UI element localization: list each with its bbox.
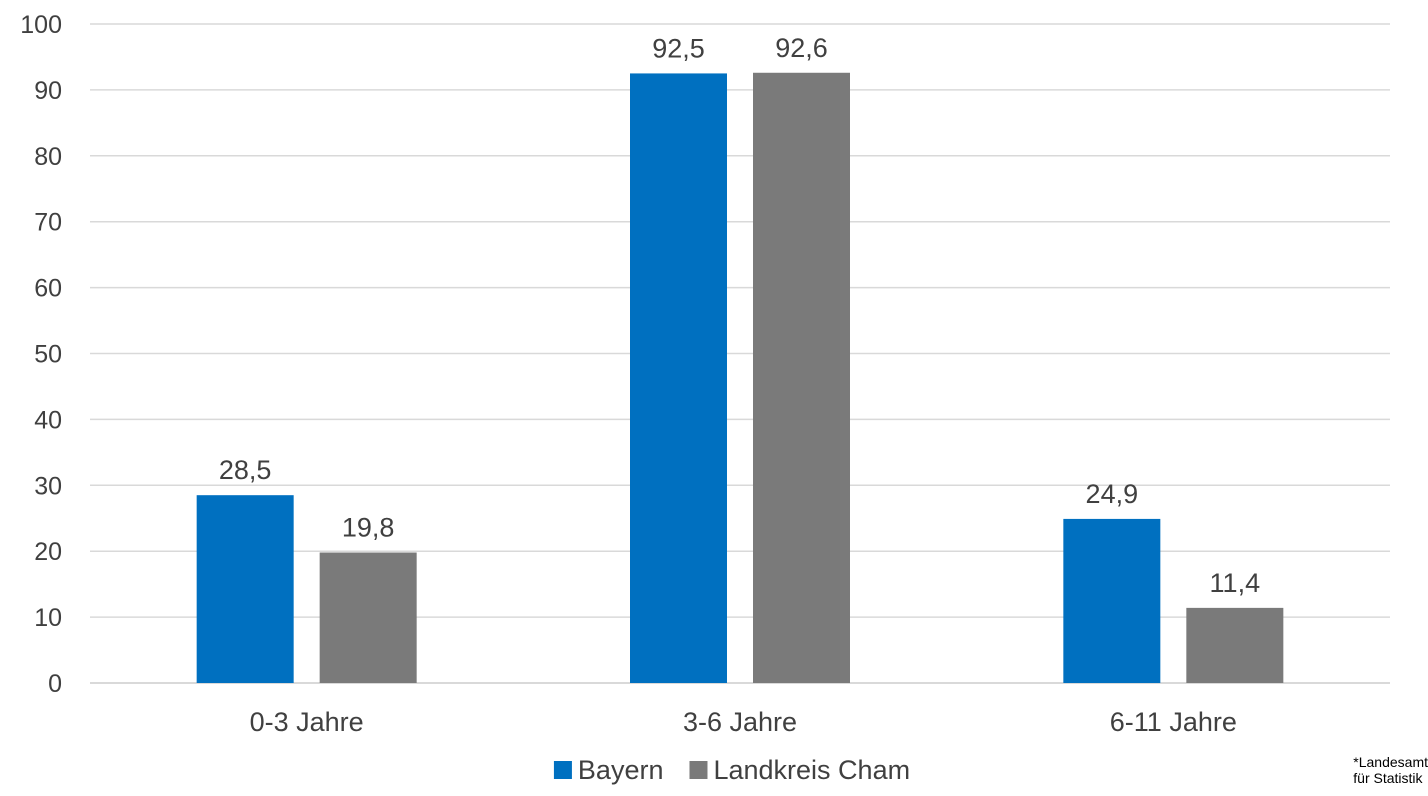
legend-swatch-landkreis-cham bbox=[689, 761, 708, 779]
bars bbox=[196, 72, 1284, 684]
y-tick-label-70: 70 bbox=[34, 209, 62, 237]
y-tick-label-90: 90 bbox=[34, 77, 62, 105]
legend-label-landkreis-cham: Landkreis Cham bbox=[713, 755, 910, 785]
y-tick-label-60: 60 bbox=[34, 275, 62, 303]
category-label-1: 3-6 Jahre bbox=[683, 707, 797, 737]
legend-label-bayern: Bayern bbox=[578, 755, 664, 785]
x-axis-category-labels: 0-3 Jahre 3-6 Jahre 6-11 Jahre bbox=[250, 707, 1237, 737]
y-axis-tick-labels: 0 10 20 30 40 50 60 70 80 90 100 bbox=[20, 11, 62, 698]
y-tick-label-50: 50 bbox=[34, 341, 62, 369]
y-tick-label-20: 20 bbox=[34, 538, 62, 566]
data-label-landkreis-cham-0: 19,8 bbox=[342, 513, 395, 543]
category-label-2: 6-11 Jahre bbox=[1110, 707, 1237, 737]
bar-landkreis-cham-2 bbox=[1186, 607, 1284, 683]
footnote-line-1: *Landesamt bbox=[1353, 754, 1428, 770]
legend-swatch-bayern bbox=[553, 761, 572, 779]
data-label-bayern-0: 28,5 bbox=[219, 455, 272, 485]
bar-bayern-2 bbox=[1063, 518, 1161, 683]
legend-item-bayern: Bayern bbox=[553, 755, 664, 785]
bar-bayern-0 bbox=[196, 495, 294, 683]
bar-landkreis-cham-1 bbox=[753, 72, 850, 684]
data-label-bayern-2: 24,9 bbox=[1086, 479, 1139, 509]
legend-item-landkreis-cham: Landkreis Cham bbox=[689, 755, 910, 785]
source-footnote: *Landesamt für Statistik bbox=[1353, 754, 1428, 786]
data-label-bayern-1: 92,5 bbox=[652, 33, 705, 63]
y-tick-label-30: 30 bbox=[34, 472, 62, 500]
category-label-0: 0-3 Jahre bbox=[250, 707, 364, 737]
data-label-landkreis-cham-1: 92,6 bbox=[775, 33, 828, 63]
data-labels: 28,5 19,8 92,5 92,6 24,9 11,4 bbox=[219, 33, 1260, 598]
y-tick-label-80: 80 bbox=[34, 143, 62, 171]
y-tick-label-0: 0 bbox=[48, 670, 62, 698]
y-tick-label-100: 100 bbox=[20, 11, 62, 39]
legend: Bayern Landkreis Cham bbox=[553, 755, 910, 785]
bar-bayern-1 bbox=[630, 73, 727, 684]
y-tick-label-10: 10 bbox=[34, 604, 62, 632]
bar-landkreis-cham-0 bbox=[319, 552, 417, 683]
y-tick-label-40: 40 bbox=[34, 406, 62, 434]
data-label-landkreis-cham-2: 11,4 bbox=[1210, 568, 1261, 598]
grid-lines bbox=[90, 23, 1390, 684]
footnote-line-2: für Statistik bbox=[1353, 770, 1423, 786]
